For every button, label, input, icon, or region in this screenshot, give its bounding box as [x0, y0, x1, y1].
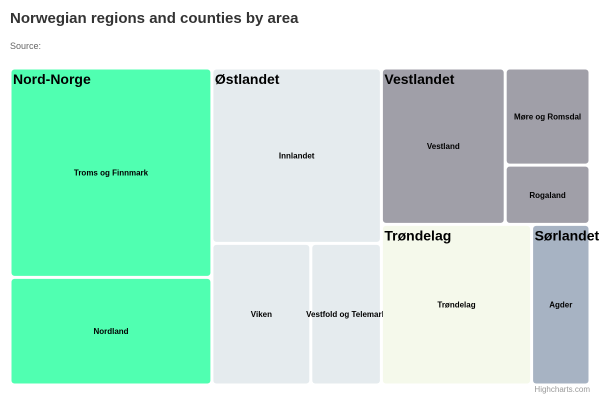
region-nord-norge[interactable]: Troms og Finnmark Nordland: [11, 69, 211, 384]
county-tile-nordland[interactable]: [11, 278, 211, 384]
region-trondelag[interactable]: Trøndelag: [382, 225, 531, 384]
county-label-troms-og-finnmark: Troms og Finnmark: [74, 169, 149, 178]
region-label-trondelag: Trøndelag: [384, 227, 451, 243]
credits-link[interactable]: Highcharts.com: [534, 385, 590, 394]
county-label-agder: Agder: [549, 301, 572, 310]
county-label-vestfold-og-telemark: Vestfold og Telemark: [306, 310, 386, 319]
county-tile-troms-og-finnmark[interactable]: [11, 69, 211, 276]
county-tile-viken[interactable]: [213, 244, 310, 384]
county-tile-rogaland[interactable]: [506, 166, 589, 223]
county-tile-trondelag[interactable]: [382, 225, 531, 384]
region-label-ostlandet: Østlandet: [215, 71, 280, 87]
county-tile-vestfold-og-telemark[interactable]: [312, 244, 380, 384]
chart-title: Norwegian regions and counties by area: [10, 10, 299, 27]
region-label-sorlandet: Sørlandet: [535, 227, 600, 243]
chart-subtitle: Source:: [10, 41, 42, 51]
county-label-more-og-romsdal: Møre og Romsdal: [514, 113, 581, 122]
county-tile-agder[interactable]: [533, 225, 589, 384]
region-sorlandet[interactable]: Agder: [533, 225, 589, 384]
county-label-trondelag: Trøndelag: [437, 301, 475, 310]
region-label-nord-norge: Nord-Norge: [13, 71, 91, 87]
region-ostlandet[interactable]: Innlandet Viken Vestfold og Telemark: [213, 69, 387, 384]
county-tile-vestland[interactable]: [382, 69, 504, 223]
county-tile-innlandet[interactable]: [213, 69, 380, 242]
county-label-vestland: Vestland: [427, 142, 460, 151]
county-label-innlandet: Innlandet: [279, 152, 315, 161]
region-label-vestlandet: Vestlandet: [384, 71, 454, 87]
county-label-rogaland: Rogaland: [529, 191, 566, 200]
county-label-nordland: Nordland: [93, 327, 128, 336]
region-vestlandet[interactable]: Vestland Møre og Romsdal Rogaland: [382, 69, 589, 223]
county-tile-more-og-romsdal[interactable]: [506, 69, 589, 164]
county-label-viken: Viken: [251, 310, 272, 319]
